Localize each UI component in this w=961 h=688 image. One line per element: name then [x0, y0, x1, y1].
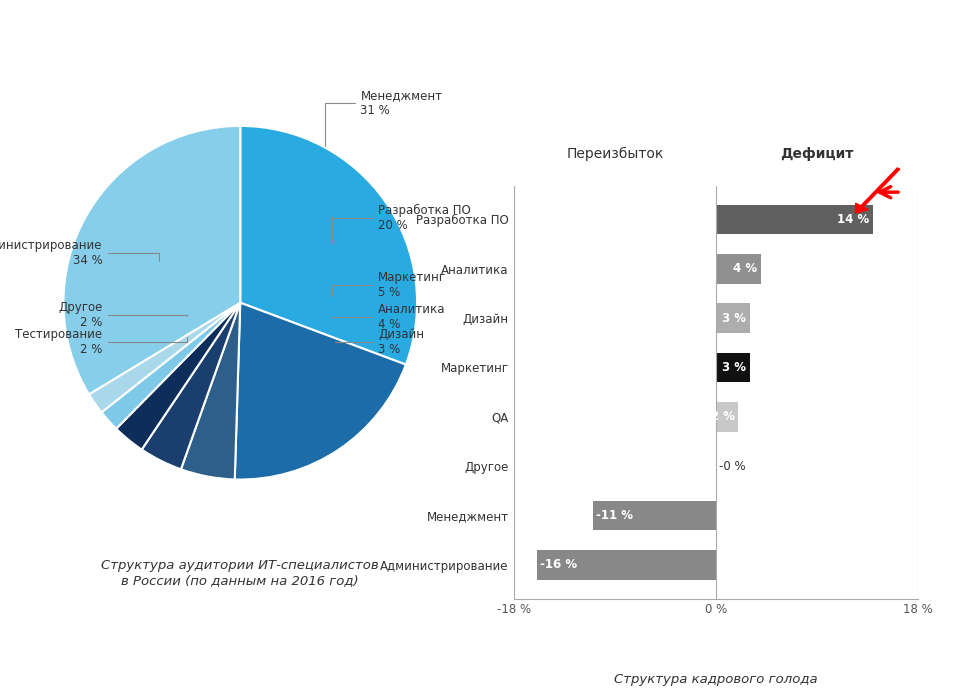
Text: 2 %: 2 %: [711, 410, 735, 423]
Text: Менеджмент
31 %: Менеджмент 31 %: [325, 89, 442, 146]
Wedge shape: [234, 303, 406, 480]
Text: 14 %: 14 %: [837, 213, 870, 226]
Bar: [716, 254, 761, 283]
Wedge shape: [89, 303, 240, 412]
Text: Тестирование
2 %: Тестирование 2 %: [15, 327, 187, 356]
Bar: [716, 204, 873, 234]
Text: Разработка ПО
20 %: Разработка ПО 20 %: [333, 204, 471, 244]
Text: -16 %: -16 %: [540, 559, 577, 572]
Bar: [536, 550, 716, 580]
Wedge shape: [141, 303, 240, 469]
Text: Другое
2 %: Другое 2 %: [58, 301, 187, 329]
Wedge shape: [240, 126, 417, 365]
Wedge shape: [181, 303, 240, 480]
Text: Структура аудитории ИТ-специалистов
в России (по данным на 2016 год): Структура аудитории ИТ-специалистов в Ро…: [102, 559, 379, 587]
Text: 3 %: 3 %: [723, 312, 747, 325]
Wedge shape: [63, 126, 240, 394]
Text: -0 %: -0 %: [720, 460, 746, 473]
Text: Переизбыток: Переизбыток: [566, 147, 664, 161]
Text: Администрирование
34 %: Администрирование 34 %: [0, 239, 159, 267]
Bar: [716, 353, 750, 383]
Wedge shape: [102, 303, 240, 429]
Text: -11 %: -11 %: [596, 509, 633, 522]
Text: Маркетинг
5 %: Маркетинг 5 %: [333, 271, 446, 299]
Bar: [593, 501, 716, 530]
Bar: [716, 303, 750, 333]
Text: Дизайн
3 %: Дизайн 3 %: [335, 327, 424, 356]
Text: Аналитика
4 %: Аналитика 4 %: [333, 303, 446, 331]
Text: 3 %: 3 %: [723, 361, 747, 374]
Text: Дефицит: Дефицит: [780, 147, 853, 161]
Wedge shape: [116, 303, 240, 449]
Bar: [716, 402, 738, 431]
Text: Структура кадрового голода
ИТ-специалистов (текущие тенденции рынка
труда): Структура кадрового голода ИТ-специалист…: [556, 673, 875, 688]
Text: 4 %: 4 %: [733, 262, 757, 275]
